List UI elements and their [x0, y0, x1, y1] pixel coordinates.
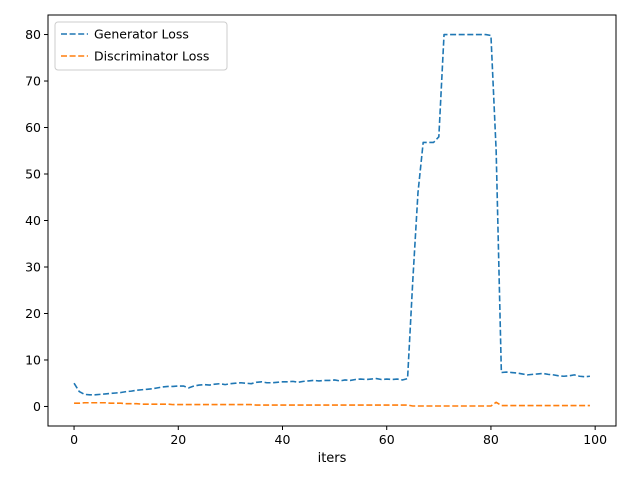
y-tick-label: 0	[33, 399, 41, 414]
x-axis-ticks: 0 20 40 60 80 100	[70, 426, 607, 447]
series-line-generator	[73, 33, 591, 396]
y-tick-label: 20	[25, 306, 41, 321]
x-tick-label: 60	[379, 432, 395, 447]
x-tick-label: 0	[70, 432, 78, 447]
legend-label-generator: Generator Loss	[94, 27, 189, 42]
y-axis-ticks: 0 10 20 30 40 50 60 70 80	[25, 27, 48, 414]
x-tick-label: 20	[170, 432, 186, 447]
x-tick-label: 100	[583, 432, 607, 447]
legend-label-discriminator: Discriminator Loss	[94, 49, 209, 64]
y-tick-label: 80	[25, 27, 41, 42]
legend: Generator Loss Discriminator Loss	[54, 21, 228, 71]
x-tick-label: 40	[275, 432, 291, 447]
y-tick-label: 10	[25, 352, 41, 367]
plot-lines	[73, 33, 591, 407]
y-tick-label: 60	[25, 120, 41, 135]
y-tick-label: 70	[25, 74, 41, 89]
x-tick-label: 80	[483, 432, 499, 447]
legend-box	[54, 21, 228, 71]
y-tick-label: 50	[25, 167, 41, 182]
y-tick-label: 30	[25, 259, 41, 274]
y-tick-label: 40	[25, 213, 41, 228]
x-axis-label: iters	[318, 451, 347, 466]
series-line-discriminator	[74, 401, 590, 407]
